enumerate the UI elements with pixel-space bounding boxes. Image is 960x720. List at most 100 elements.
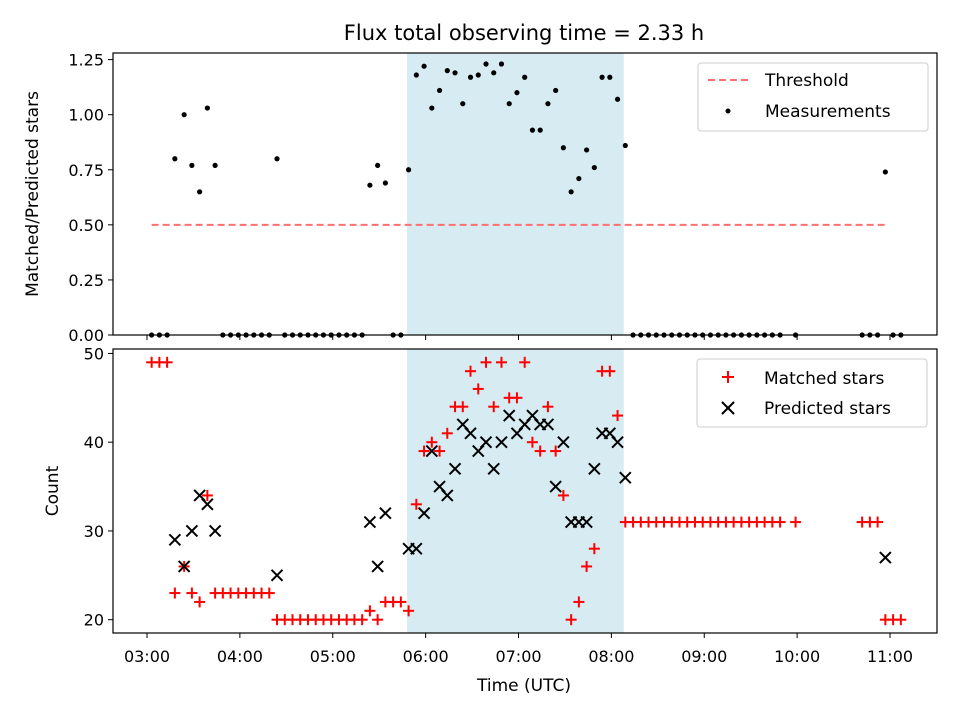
predicted-star-point: [580, 515, 593, 529]
measurement-point: [467, 74, 474, 80]
matched-star-point: [441, 427, 453, 439]
top-y-tick-label: 0.50: [68, 216, 104, 235]
x-tick-label: 07:00: [495, 647, 541, 666]
measurement-point: [607, 74, 613, 80]
top-y-tick-label: 0.25: [68, 271, 104, 290]
measurement-point: [444, 68, 450, 74]
matched-star-point: [161, 356, 173, 368]
bottom-y-tick-label: 20: [84, 611, 104, 630]
predicted-star-point: [611, 435, 624, 449]
x-tick-label: 09:00: [681, 647, 727, 666]
predicted-star-point: [417, 506, 431, 520]
measurement-point: [475, 72, 481, 78]
top-panel: 0.00 0.25 0.50 0.75 1.00 1.25 Matched/Predict…: [23, 51, 938, 345]
matched-star-point: [790, 516, 802, 528]
predicted-star-point: [201, 498, 214, 511]
matched-star-point: [364, 605, 376, 617]
matched-star-point: [495, 356, 507, 368]
predicted-star-point: [448, 462, 462, 476]
matched-star-point: [372, 614, 384, 626]
matched-star-point: [895, 614, 907, 626]
matched-star-point: [542, 401, 554, 413]
measurement-point: [367, 182, 373, 188]
measurement-point: [452, 70, 458, 76]
bottom-observing-window: [407, 349, 624, 633]
measurement-point: [204, 105, 210, 111]
predicted-star-point: [208, 524, 222, 538]
top-axes-frame: [112, 52, 938, 336]
bottom-plot-area: [146, 349, 907, 633]
measurement-point: [405, 167, 412, 173]
matched-star-point: [581, 560, 593, 572]
measurement-point: [212, 162, 218, 168]
matched-star-point: [201, 489, 213, 501]
legend-measurements-label: Measurements: [765, 102, 891, 122]
predicted-star-point: [379, 506, 392, 520]
measurement-point: [545, 101, 551, 107]
predicted-star-point: [464, 427, 477, 440]
measurement-point: [584, 147, 590, 153]
top-x-ticks: [146, 335, 891, 340]
matched-star-point: [356, 614, 368, 626]
predicted-star-point: [371, 560, 384, 573]
matched-star-point: [457, 401, 469, 413]
legend-predicted-swatch: [721, 401, 735, 415]
measurement-point: [197, 189, 203, 195]
top-y-tick-label: 0.00: [68, 326, 104, 345]
matched-star-point: [434, 445, 446, 457]
measurement-point: [591, 164, 597, 171]
predicted-star-point: [588, 462, 601, 476]
matched-star-point: [612, 410, 624, 422]
predicted-star-point: [619, 471, 632, 484]
predicted-star-point: [541, 418, 555, 431]
predicted-star-point: [441, 489, 454, 502]
x-tick-label: 06:00: [403, 647, 449, 666]
legend-threshold-label: Threshold: [764, 71, 849, 91]
bottom-y-ticks: 20 30 40 50: [84, 344, 113, 630]
top-y-axis-label: Matched/Predicted stars: [23, 91, 43, 297]
matched-star-point: [403, 605, 415, 617]
legend-measurements-swatch: [725, 108, 731, 114]
measurement-point: [529, 127, 536, 133]
matched-star-point: [169, 587, 181, 599]
matched-star-point: [573, 596, 585, 608]
top-y-tick-label: 0.75: [68, 161, 104, 180]
predicted-star-point: [410, 542, 423, 555]
predicted-star-point: [487, 462, 500, 476]
measurement-point: [189, 162, 195, 168]
matched-star-point: [534, 445, 546, 457]
bottom-y-axis-label: Count: [43, 465, 63, 516]
top-y-ticks: 0.00 0.25 0.50 0.75 1.00 1.25: [68, 51, 113, 345]
matched-star-point: [588, 543, 600, 555]
measurement-point: [498, 61, 505, 67]
measurement-point: [429, 105, 435, 111]
bottom-legend-box: [696, 358, 928, 428]
x-tick-label: 08:00: [588, 647, 634, 666]
top-y-tick-label: 1.25: [68, 51, 104, 70]
x-tick-label: 03:00: [124, 647, 170, 666]
chart-title: Flux total observing time = 2.33 h: [344, 21, 704, 45]
matched-star-point: [465, 365, 477, 377]
predicted-star-point: [363, 515, 377, 529]
top-legend: Threshold Measurements: [697, 62, 929, 132]
x-axis-label: Time (UTC): [476, 676, 571, 696]
matched-star-point: [774, 516, 786, 528]
top-y-tick-label: 1.00: [68, 106, 104, 125]
measurement-point: [172, 156, 178, 162]
measurement-point: [614, 96, 621, 102]
matched-star-point: [488, 401, 500, 413]
predicted-star-point: [503, 409, 516, 422]
measurement-point: [413, 72, 419, 78]
predicted-star-point: [879, 551, 892, 564]
bottom-axes-frame: [112, 348, 938, 634]
predicted-star-point: [185, 524, 199, 538]
matched-star-point: [472, 383, 484, 395]
bottom-x-ticks: 03:00 04:00 05:00 06:00 07:00 08:00 09:00 10:00…: [124, 633, 913, 666]
measurement-point: [560, 145, 566, 151]
measurement-point: [537, 127, 543, 133]
legend-matched-label: Matched stars: [764, 369, 884, 389]
measurement-point: [522, 74, 528, 80]
matched-star-point: [565, 614, 577, 626]
predicted-star-point: [557, 435, 570, 449]
